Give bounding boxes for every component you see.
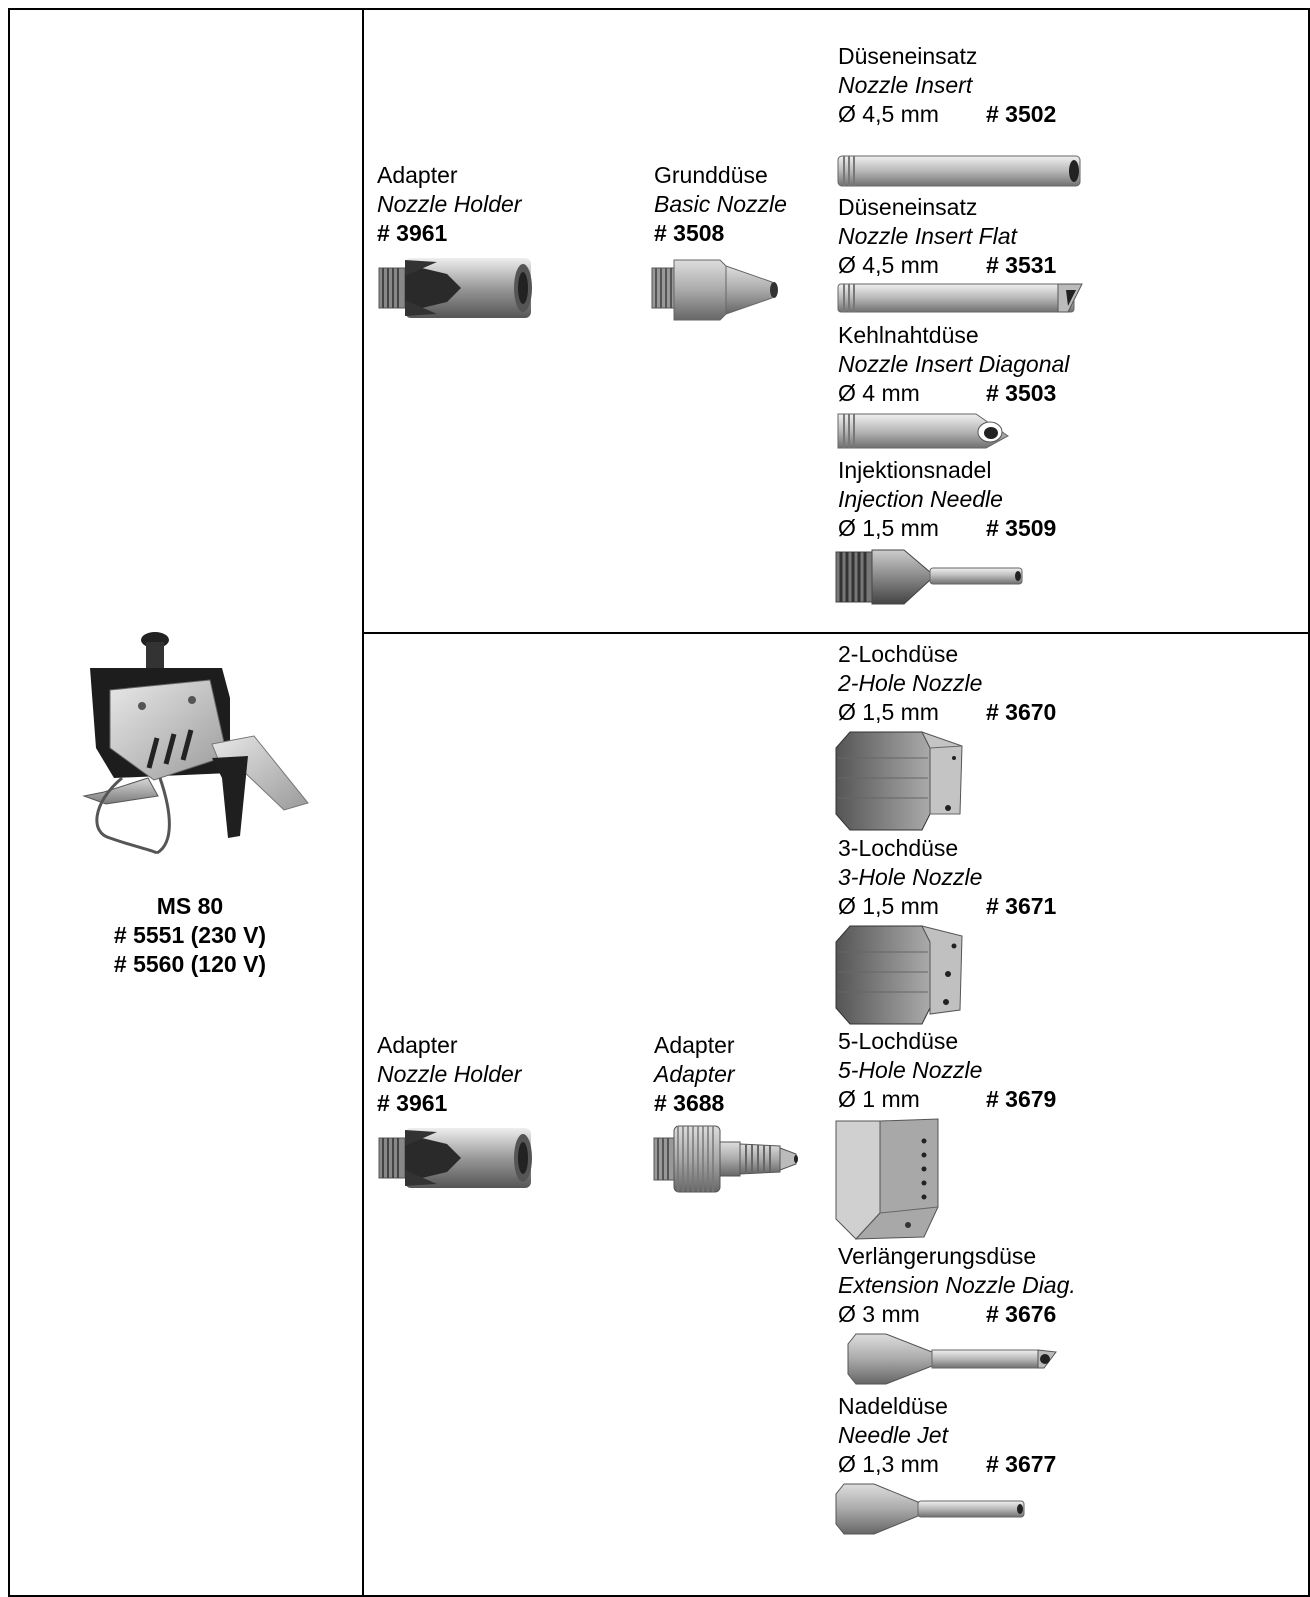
insert-3503-code: # 3503 (986, 380, 1057, 406)
top-basic-code: # 3508 (654, 220, 725, 246)
nozzle-3676-dia: Ø 3 mm (838, 1301, 920, 1327)
nozzle-3670-dia: Ø 1,5 mm (838, 699, 939, 725)
top-adapter-de: Adapter (377, 162, 458, 188)
insert-3503-label: Kehlnahtdüse Nozzle Insert Diagonal Ø 4 … (838, 321, 1069, 408)
nozzle-insert-diagonal-image (837, 413, 1009, 449)
top-basic-de: Grunddüse (654, 162, 768, 188)
bottom-adapter2-label: Adapter Adapter # 3688 (654, 1031, 735, 1118)
top-adapter-en: Nozzle Holder (377, 191, 522, 217)
five-hole-nozzle-image (835, 1118, 939, 1240)
nozzle-3679-en: 5-Hole Nozzle (838, 1057, 983, 1083)
needle-jet-image (835, 1483, 1025, 1535)
nozzle-3677-en: Needle Jet (838, 1422, 948, 1448)
bottom-adapter-label: Adapter Nozzle Holder # 3961 (377, 1031, 521, 1118)
nozzle-3670-de: 2-Lochdüse (838, 641, 959, 667)
insert-3509-dia: Ø 1,5 mm (838, 515, 939, 541)
basic-nozzle-image (651, 259, 778, 321)
nozzle-3671-dia: Ø 1,5 mm (838, 893, 939, 919)
main-product-caption: MS 80 # 5551 (230 V) # 5560 (120 V) (40, 892, 340, 979)
top-adapter-code: # 3961 (377, 220, 448, 246)
insert-3531-label: Düseneinsatz Nozzle Insert Flat Ø 4,5 mm… (838, 193, 1056, 280)
nozzle-holder-image-2 (378, 1128, 532, 1188)
top-basic-en: Basic Nozzle (654, 191, 787, 217)
insert-3502-code: # 3502 (986, 101, 1057, 127)
insert-3509-de: Injektionsnadel (838, 457, 992, 483)
nozzle-holder-image (378, 258, 532, 318)
nozzle-3671-de: 3-Lochdüse (838, 835, 959, 861)
nozzle-3671-label: 3-Lochdüse 3-Hole Nozzle Ø 1,5 mm # 3671 (838, 834, 1056, 921)
nozzle-3676-en: Extension Nozzle Diag. (838, 1272, 1076, 1298)
bottom-adapter-en: Nozzle Holder (377, 1061, 522, 1087)
insert-3531-code: # 3531 (986, 252, 1057, 278)
nozzle-3677-dia: Ø 1,3 mm (838, 1451, 939, 1477)
nozzle-insert-flat-image (837, 283, 1083, 313)
bottom-adapter2-de: Adapter (654, 1032, 735, 1058)
bottom-adapter-de: Adapter (377, 1032, 458, 1058)
nozzle-3679-label: 5-Lochdüse 5-Hole Nozzle Ø 1 mm # 3679 (838, 1027, 1056, 1114)
insert-3502-dia: Ø 4,5 mm (838, 101, 939, 127)
top-basic-label: Grunddüse Basic Nozzle # 3508 (654, 161, 787, 248)
insert-3531-de: Düseneinsatz (838, 194, 978, 220)
nozzle-3677-code: # 3677 (986, 1451, 1057, 1477)
nozzle-3677-label: Nadeldüse Needle Jet Ø 1,3 mm # 3677 (838, 1392, 1056, 1479)
bottom-adapter2-code: # 3688 (654, 1090, 725, 1116)
nozzle-3676-label: Verlängerungsdüse Extension Nozzle Diag.… (838, 1242, 1076, 1329)
extension-nozzle-image (847, 1333, 1057, 1385)
insert-3509-code: # 3509 (986, 515, 1057, 541)
nozzle-3670-en: 2-Hole Nozzle (838, 670, 983, 696)
nozzle-3670-code: # 3670 (986, 699, 1057, 725)
injection-needle-image (835, 549, 1023, 605)
insert-3503-de: Kehlnahtdüse (838, 322, 979, 348)
insert-3503-dia: Ø 4 mm (838, 380, 920, 406)
table-frame (8, 8, 1310, 1597)
nozzle-3671-en: 3-Hole Nozzle (838, 864, 983, 890)
insert-3531-en: Nozzle Insert Flat (838, 223, 1017, 249)
insert-3531-dia: Ø 4,5 mm (838, 252, 939, 278)
nozzle-insert-image (837, 155, 1081, 187)
nozzle-3677-de: Nadeldüse (838, 1393, 948, 1419)
glue-gun-image (82, 632, 309, 855)
column-divider (362, 8, 364, 1597)
main-product-name: MS 80 (156, 893, 224, 919)
insert-3502-label: Düseneinsatz Nozzle Insert Ø 4,5 mm # 350… (838, 42, 1056, 129)
insert-3509-label: Injektionsnadel Injection Needle Ø 1,5 m… (838, 456, 1056, 543)
nozzle-3679-de: 5-Lochdüse (838, 1028, 959, 1054)
bottom-adapter-code: # 3961 (377, 1090, 448, 1116)
top-adapter-label: Adapter Nozzle Holder # 3961 (377, 161, 521, 248)
nozzle-3670-label: 2-Lochdüse 2-Hole Nozzle Ø 1,5 mm # 3670 (838, 640, 1056, 727)
two-hole-nozzle-image (835, 731, 963, 831)
nozzle-3679-code: # 3679 (986, 1086, 1057, 1112)
nozzle-3676-code: # 3676 (986, 1301, 1057, 1327)
insert-3502-de: Düseneinsatz (838, 43, 978, 69)
insert-3509-en: Injection Needle (838, 486, 1003, 512)
main-product-variant-230v: # 5551 (230 V) (113, 922, 267, 948)
three-hole-nozzle-image (835, 925, 963, 1025)
nozzle-3671-code: # 3671 (986, 893, 1057, 919)
bottom-adapter2-en: Adapter (654, 1061, 735, 1087)
adapter-3688-image (653, 1125, 798, 1193)
main-product-variant-120v: # 5560 (120 V) (113, 951, 267, 977)
nozzle-3676-de: Verlängerungsdüse (838, 1243, 1037, 1269)
nozzle-3679-dia: Ø 1 mm (838, 1086, 920, 1112)
insert-3502-en: Nozzle Insert (838, 72, 973, 98)
insert-3503-en: Nozzle Insert Diagonal (838, 351, 1070, 377)
row-divider (362, 632, 1310, 634)
